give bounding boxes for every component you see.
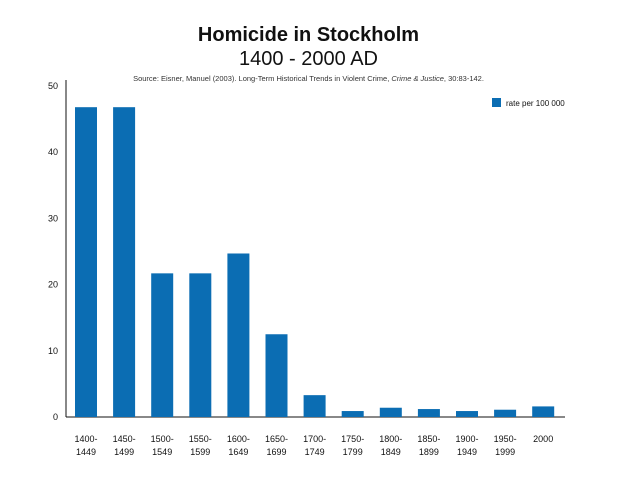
x-tick-label: 1549 <box>152 447 172 457</box>
y-tick-label: 30 <box>48 213 58 223</box>
y-tick-label: 0 <box>53 412 58 422</box>
source-journal: Crime & Justice <box>391 74 444 83</box>
legend-label: rate per 100 000 <box>506 99 565 108</box>
x-tick-label: 1850- <box>417 434 440 444</box>
bar <box>379 407 402 417</box>
x-tick-label: 1550- <box>189 434 212 444</box>
x-tick-label: 1699 <box>266 447 286 457</box>
chart-title: Homicide in Stockholm <box>197 24 420 46</box>
x-tick-label: 1800- <box>379 434 402 444</box>
bar <box>456 411 478 417</box>
x-tick-label: 1650- <box>265 434 288 444</box>
bar <box>151 273 174 417</box>
bar <box>303 395 326 417</box>
source-prefix: Source: Eisner, Manuel (2003). Long-Term… <box>133 74 390 83</box>
x-tick-label: 1700- <box>303 434 326 444</box>
x-tick-label: 1750- <box>341 434 364 444</box>
source-suffix: , 30:83-142. <box>443 74 484 83</box>
bar <box>494 409 517 417</box>
x-tick-label: 1599 <box>190 447 210 457</box>
chart-source: Source: Eisner, Manuel (2003). Long-Term… <box>0 74 617 83</box>
bar <box>113 107 136 418</box>
x-tick-label: 1849 <box>381 447 401 457</box>
y-tick-label: 20 <box>48 280 58 290</box>
x-tick-label: 1949 <box>457 447 477 457</box>
x-tick-label: 1600- <box>227 434 250 444</box>
bar <box>341 411 364 417</box>
chart-subtitle: 1400 - 2000 AD <box>239 48 378 70</box>
legend-swatch <box>492 98 501 107</box>
x-tick-label: 1899 <box>419 447 439 457</box>
x-tick-label: 1749 <box>305 447 325 457</box>
x-tick-label: 1999 <box>495 447 515 457</box>
x-tick-label: 1449 <box>76 447 96 457</box>
x-tick-label: 2000 <box>533 434 553 444</box>
x-tick-label: 1900- <box>455 434 478 444</box>
bar <box>75 107 97 418</box>
x-tick-label: 1649 <box>228 447 248 457</box>
x-tick-label: 1950- <box>494 434 517 444</box>
bar <box>189 273 212 417</box>
bar <box>227 253 250 417</box>
y-tick-label: 10 <box>48 346 58 356</box>
x-tick-label: 1499 <box>114 447 134 457</box>
x-tick-label: 1400- <box>74 434 97 444</box>
x-tick-label: 1450- <box>113 434 136 444</box>
bar <box>265 334 288 417</box>
y-tick-label: 50 <box>48 81 58 91</box>
y-tick-label: 40 <box>48 147 58 157</box>
x-tick-label: 1500- <box>151 434 174 444</box>
bar <box>417 409 440 417</box>
x-tick-label: 1799 <box>343 447 363 457</box>
bar <box>532 406 555 417</box>
